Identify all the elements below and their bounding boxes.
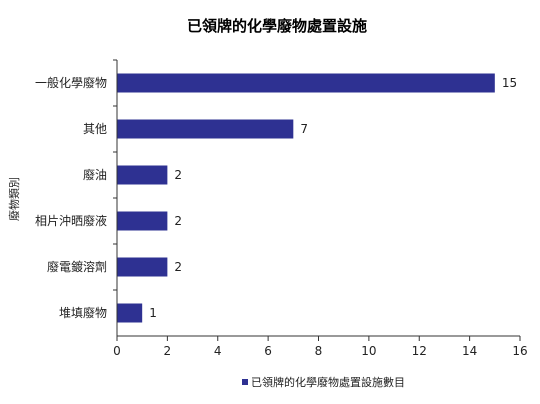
bar bbox=[117, 303, 143, 323]
chart-title: 已領牌的化學廢物處置設施 bbox=[187, 17, 367, 35]
bar bbox=[117, 211, 168, 231]
category-label: 其他 bbox=[83, 122, 107, 136]
bar-value-label: 1 bbox=[149, 306, 157, 320]
x-tick-label: 2 bbox=[164, 344, 172, 358]
category-label: 廢油 bbox=[83, 167, 107, 182]
x-tick-label: 8 bbox=[315, 344, 323, 358]
x-tick-label: 10 bbox=[361, 344, 376, 358]
x-ticks-group: 0 2 4 6 8 10 12 14 16 bbox=[113, 336, 528, 358]
bar bbox=[117, 257, 168, 277]
y-axis-title: 廢物類別 bbox=[7, 177, 21, 221]
bar bbox=[117, 73, 495, 93]
bars-group bbox=[117, 73, 495, 323]
bar-value-label: 7 bbox=[300, 122, 308, 136]
category-label: 相片沖晒廢液 bbox=[35, 213, 107, 228]
x-tick-label: 12 bbox=[412, 344, 427, 358]
bar-value-label: 15 bbox=[502, 76, 517, 90]
data-labels-group: 15 7 2 2 2 1 bbox=[149, 76, 517, 320]
legend-label: 已領牌的化學廢物處置設施數目 bbox=[251, 375, 405, 389]
x-tick-label: 14 bbox=[462, 344, 477, 358]
legend-swatch bbox=[242, 379, 248, 385]
bar-value-label: 2 bbox=[174, 168, 182, 182]
bar bbox=[117, 165, 168, 185]
x-tick-label: 6 bbox=[264, 344, 272, 358]
bar bbox=[117, 119, 294, 139]
bar-value-label: 2 bbox=[174, 214, 182, 228]
x-tick-label: 16 bbox=[512, 344, 527, 358]
category-label: 一般化學廢物 bbox=[35, 75, 107, 90]
bar-value-label: 2 bbox=[174, 260, 182, 274]
category-label: 廢電鍍溶劑 bbox=[47, 259, 107, 274]
legend: 已領牌的化學廢物處置設施數目 bbox=[242, 375, 405, 389]
category-label: 堆填廢物 bbox=[59, 305, 107, 320]
x-tick-label: 0 bbox=[113, 344, 121, 358]
x-tick-label: 4 bbox=[214, 344, 222, 358]
